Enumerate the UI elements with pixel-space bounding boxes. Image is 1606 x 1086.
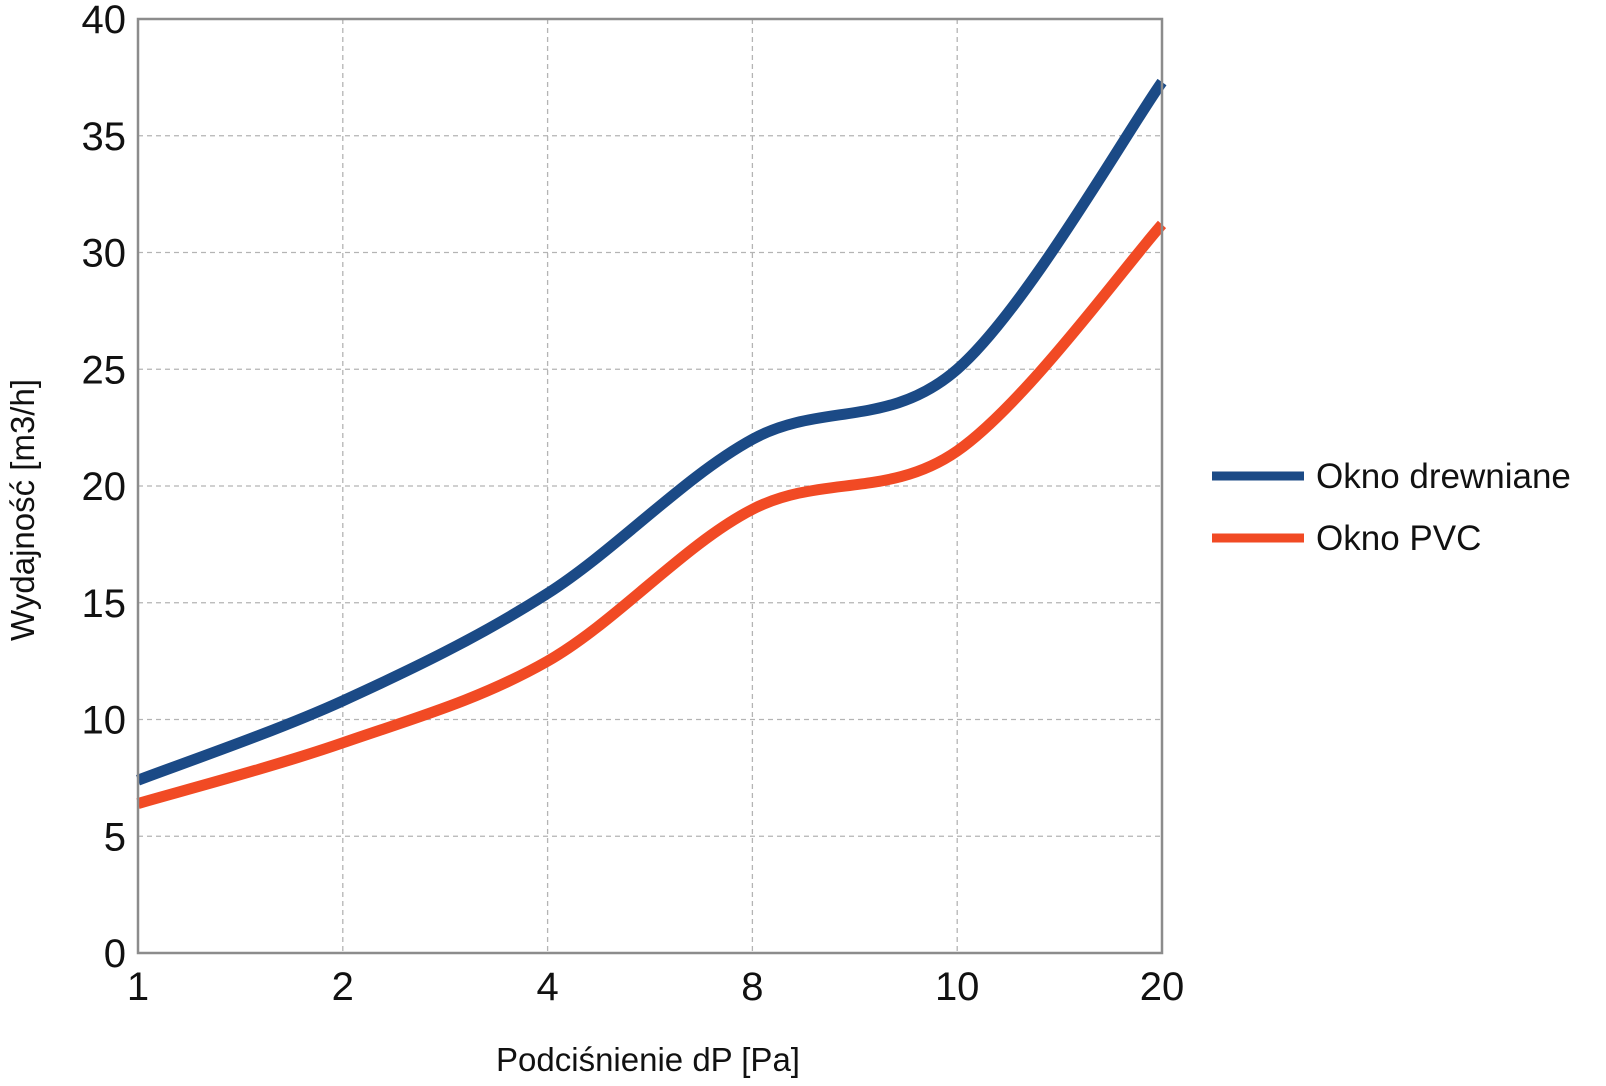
series-line-okno-drewniane <box>136 78 1167 786</box>
x-axis-title: Podciśnienie dP [Pa] <box>496 1041 800 1078</box>
legend-label: Okno PVC <box>1316 519 1481 558</box>
legend: Okno drewniane Okno PVC <box>1212 457 1571 558</box>
x-tick-label: 10 <box>935 965 980 1009</box>
x-tick-label: 8 <box>741 965 763 1009</box>
y-tick-label: 0 <box>104 932 126 976</box>
series-lines <box>136 78 1167 809</box>
y-tick-label: 5 <box>104 815 126 859</box>
y-axis-ticks: 0 5 10 15 20 25 30 35 40 <box>82 0 127 976</box>
y-tick-label: 20 <box>82 465 127 509</box>
plot-frame <box>136 17 1164 955</box>
x-tick-label: 4 <box>536 965 558 1009</box>
y-tick-label: 35 <box>82 115 127 159</box>
y-tick-label: 25 <box>82 348 127 392</box>
x-tick-label: 1 <box>127 965 149 1009</box>
legend-label: Okno drewniane <box>1316 457 1571 496</box>
y-tick-label: 15 <box>82 582 127 626</box>
grid-lines <box>138 19 1162 953</box>
y-axis-title: Wydajność [m3/h] <box>4 379 41 641</box>
y-tick-label: 30 <box>82 232 127 276</box>
x-tick-label: 20 <box>1140 965 1185 1009</box>
y-tick-label: 10 <box>82 699 127 743</box>
x-tick-label: 2 <box>332 965 354 1009</box>
x-axis-ticks: 1 2 4 8 10 20 <box>127 965 1184 1009</box>
series-line-okno-pvc <box>136 220 1167 809</box>
y-tick-label: 40 <box>82 0 127 42</box>
